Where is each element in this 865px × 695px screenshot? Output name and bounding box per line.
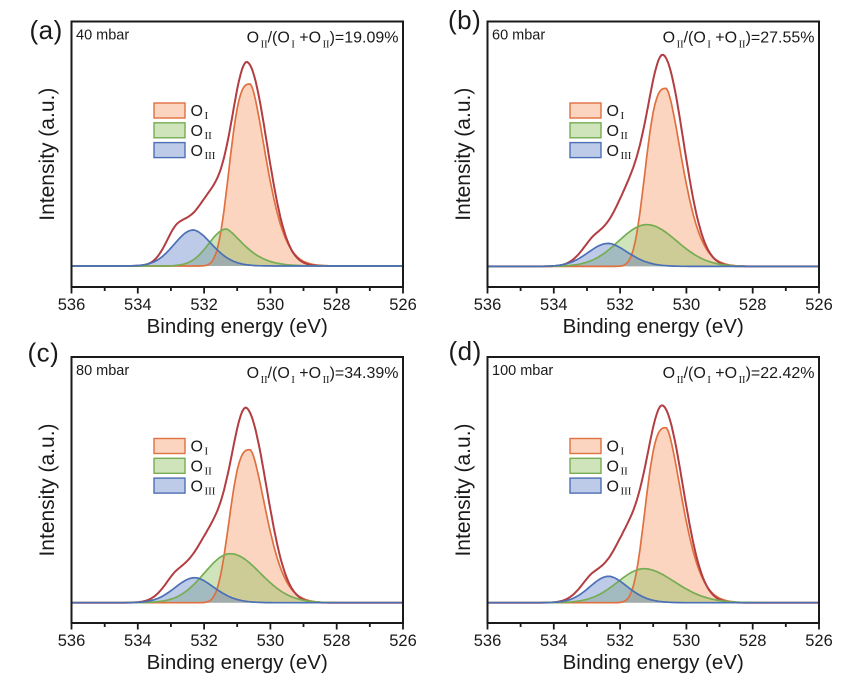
svg-text:Intensity (a.u.): Intensity (a.u.) xyxy=(452,423,475,556)
svg-text:532: 532 xyxy=(190,632,218,650)
svg-text:40 mbar: 40 mbar xyxy=(76,27,129,43)
svg-text:532: 532 xyxy=(190,296,218,314)
svg-text:528: 528 xyxy=(323,632,351,650)
svg-text:530: 530 xyxy=(673,632,701,650)
svg-text:Intensity (a.u.): Intensity (a.u.) xyxy=(452,88,475,221)
svg-text:80 mbar: 80 mbar xyxy=(76,363,129,379)
svg-text:(d): (d) xyxy=(449,336,482,366)
svg-text:Binding energy (eV): Binding energy (eV) xyxy=(147,651,328,674)
svg-text:Binding energy (eV): Binding energy (eV) xyxy=(563,651,744,674)
svg-text:526: 526 xyxy=(805,296,833,314)
svg-text:Binding energy (eV): Binding energy (eV) xyxy=(563,315,744,338)
svg-text:(a): (a) xyxy=(30,15,63,45)
svg-text:532: 532 xyxy=(606,296,634,314)
svg-text:536: 536 xyxy=(58,632,86,650)
svg-text:OII/(OI +OII)=19.09%: O II/(O I +O II)=19.09% xyxy=(247,30,399,51)
svg-text:528: 528 xyxy=(739,296,767,314)
svg-text:536: 536 xyxy=(474,632,502,650)
svg-text:(c): (c) xyxy=(28,338,60,368)
svg-text:526: 526 xyxy=(389,296,417,314)
svg-text:536: 536 xyxy=(474,296,502,314)
svg-text:Binding energy (eV): Binding energy (eV) xyxy=(147,315,328,338)
svg-text:528: 528 xyxy=(323,296,351,314)
svg-text:OII/(OI +OII)=27.55%: O II/(O I +O II)=27.55% xyxy=(663,30,815,51)
svg-text:526: 526 xyxy=(805,632,833,650)
svg-text:534: 534 xyxy=(540,296,568,314)
svg-text:536: 536 xyxy=(58,296,86,314)
svg-text:534: 534 xyxy=(124,632,152,650)
svg-text:530: 530 xyxy=(257,296,285,314)
svg-text:60 mbar: 60 mbar xyxy=(492,27,545,43)
svg-text:100 mbar: 100 mbar xyxy=(492,363,553,379)
svg-text:528: 528 xyxy=(739,632,767,650)
svg-text:534: 534 xyxy=(540,632,568,650)
svg-text:OII/(OI +OII)=34.39%: O II/(O I +O II)=34.39% xyxy=(247,365,399,386)
svg-text:Intensity (a.u.): Intensity (a.u.) xyxy=(36,88,59,221)
svg-text:534: 534 xyxy=(124,296,152,314)
svg-text:530: 530 xyxy=(673,296,701,314)
svg-text:OII/(OI +OII)=22.42%: O II/(O I +O II)=22.42% xyxy=(663,365,815,386)
svg-text:526: 526 xyxy=(389,632,417,650)
svg-text:Intensity (a.u.): Intensity (a.u.) xyxy=(36,423,59,556)
svg-text:(b): (b) xyxy=(448,5,481,35)
svg-text:532: 532 xyxy=(606,632,634,650)
svg-text:530: 530 xyxy=(257,632,285,650)
